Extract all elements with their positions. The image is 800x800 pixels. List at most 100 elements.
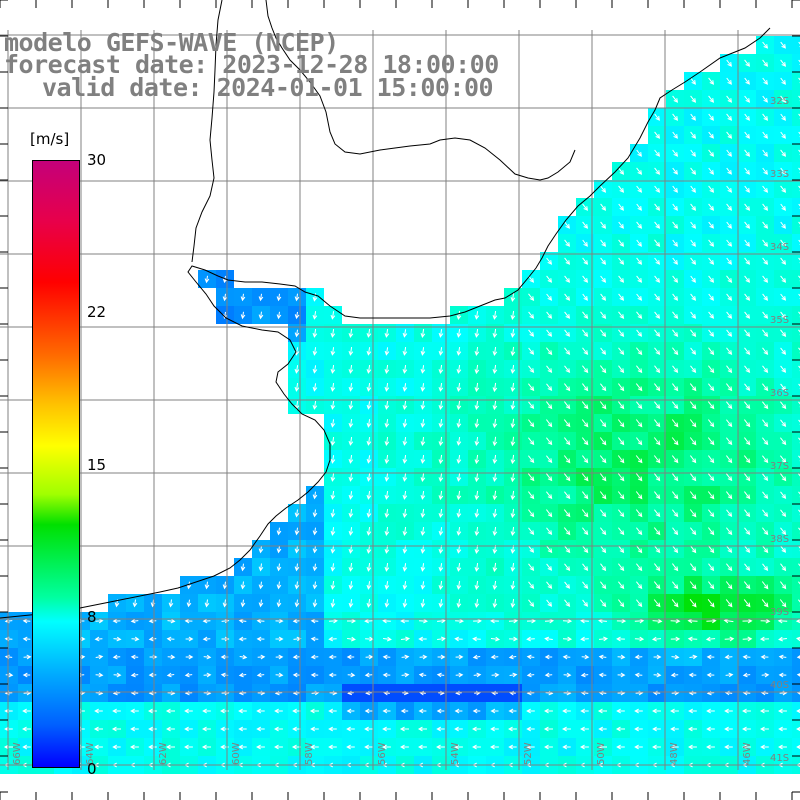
wind-arrow [744, 59, 751, 67]
wind-arrow [330, 473, 336, 482]
wind-arrow [202, 618, 211, 624]
wind-arrow [384, 599, 390, 608]
wind-arrow [401, 672, 410, 678]
wind-arrow [798, 365, 800, 372]
wind-arrow [256, 618, 265, 624]
wind-arrow [528, 581, 535, 590]
wind-arrow [798, 599, 800, 606]
wind-arrow [112, 618, 121, 624]
wind-arrow [654, 473, 661, 482]
wind-speed-cell [792, 612, 800, 630]
wind-arrow [437, 636, 446, 642]
wind-arrow [438, 400, 444, 411]
wind-arrow [526, 618, 537, 624]
wind-arrow [492, 526, 498, 537]
wind-arrow [780, 203, 786, 211]
wind-arrow [654, 185, 661, 193]
wind-arrow [492, 454, 498, 465]
wind-arrow [726, 563, 733, 572]
wind-arrow [456, 598, 462, 609]
wind-arrow [780, 77, 786, 85]
wind-arrow [438, 454, 444, 465]
wind-arrow [238, 744, 247, 750]
wind-arrow [474, 364, 480, 375]
wind-arrow [366, 437, 372, 446]
wind-arrow [798, 203, 800, 210]
wind-arrow [780, 95, 787, 103]
wind-arrow [312, 329, 318, 338]
wind-arrow [780, 131, 786, 139]
wind-arrow [618, 581, 625, 590]
wind-arrow [510, 365, 516, 374]
wind-arrow [582, 221, 589, 229]
wind-arrow [564, 221, 570, 229]
wind-arrow [490, 726, 499, 732]
wind-arrow [654, 167, 661, 175]
wind-arrow [759, 708, 769, 714]
wind-arrow [276, 563, 282, 572]
wind-arrow [726, 473, 733, 482]
wind-arrow [348, 455, 354, 464]
wind-arrow [617, 654, 626, 660]
wind-arrow [454, 636, 463, 642]
lon-label: 50W [596, 742, 607, 765]
wind-arrow [762, 59, 769, 67]
wind-arrow [744, 131, 750, 139]
wind-arrow [348, 563, 354, 572]
wind-arrow [618, 203, 624, 211]
wind-arrow [780, 365, 787, 373]
wind-arrow [456, 490, 462, 501]
wind-arrow [689, 491, 697, 500]
wind-arrow [184, 726, 193, 732]
wind-arrow [798, 77, 800, 84]
wind-arrow [240, 293, 246, 302]
lon-label: 62W [158, 742, 169, 765]
wind-arrow [22, 636, 31, 642]
wind-arrow [328, 708, 337, 714]
wind-arrow [510, 400, 516, 411]
wind-arrow [419, 654, 428, 660]
wind-arrow [743, 455, 751, 464]
wind-arrow [617, 419, 625, 428]
wind-arrow [528, 311, 535, 319]
wind-arrow [239, 654, 248, 660]
wind-arrow [706, 672, 715, 678]
wind-arrow [346, 726, 355, 732]
wind-arrow [310, 654, 319, 660]
wind-arrow [780, 149, 787, 157]
wind-arrow [780, 563, 787, 572]
wind-arrow [528, 401, 535, 410]
wind-arrow [544, 672, 553, 678]
wind-arrow [616, 618, 627, 624]
wind-arrow [258, 311, 264, 320]
wind-arrow [654, 113, 660, 121]
wind-arrow [437, 654, 446, 660]
lon-label: 52W [523, 742, 534, 765]
wind-arrow [276, 545, 282, 554]
wind-arrow [798, 95, 800, 102]
wind-arrow [725, 581, 733, 590]
wind-arrow [294, 545, 300, 554]
wind-arrow [762, 203, 769, 211]
wind-arrow [312, 491, 318, 500]
wind-speed-cell [792, 396, 800, 414]
wind-arrow [636, 563, 643, 572]
wind-arrow [420, 401, 426, 410]
wind-arrow [726, 347, 733, 356]
wind-arrow [546, 329, 553, 337]
wind-arrow [220, 708, 229, 714]
wind-arrow [508, 654, 517, 660]
wind-arrow [492, 472, 498, 483]
wind-arrow [600, 185, 607, 193]
wind-arrow [653, 672, 662, 678]
wind-arrow [456, 563, 462, 572]
wind-arrow [294, 527, 300, 536]
wind-arrow [204, 599, 210, 608]
wind-arrow [690, 563, 697, 572]
wind-arrow [562, 708, 571, 714]
wind-arrow [510, 581, 516, 590]
wind-arrow [706, 744, 715, 750]
wind-arrow [742, 708, 751, 714]
wind-arrow [420, 599, 426, 608]
wind-arrow [762, 509, 769, 518]
